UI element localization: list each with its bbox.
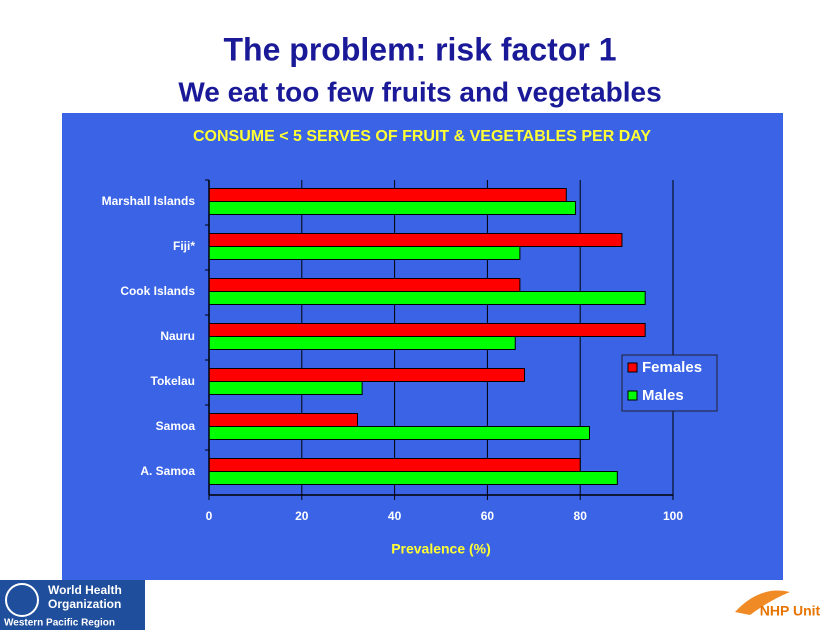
bar: [208, 368, 526, 382]
legend-swatch: [627, 362, 638, 373]
bar: [208, 278, 521, 292]
bar: [208, 471, 618, 485]
x-tick-label: 20: [295, 509, 309, 523]
x-tick-label: 60: [481, 509, 495, 523]
legend-label: Females: [642, 359, 702, 376]
bar: [208, 426, 590, 440]
nhp-icon: [735, 590, 790, 615]
bar: [208, 246, 521, 260]
bar: [208, 201, 577, 215]
x-tick-label: 40: [388, 509, 402, 523]
y-tick-label: Samoa: [156, 419, 196, 433]
logo-text: Organization: [48, 597, 121, 611]
logo-text: Western Pacific Region: [4, 618, 115, 629]
legend-swatch: [627, 390, 638, 401]
logo-text: World Health: [48, 583, 122, 597]
legend-box: [621, 354, 718, 412]
logo-emblem: [5, 583, 39, 617]
y-tick-label: Marshall Islands: [102, 194, 196, 208]
bar: [208, 233, 623, 247]
x-tick-label: 80: [574, 509, 588, 523]
bar: [208, 188, 567, 202]
y-tick-label: A. Samoa: [140, 464, 195, 478]
y-tick-label: Tokelau: [151, 374, 195, 388]
slide-subtitle: We eat too few fruits and vegetables: [178, 76, 661, 107]
y-tick-label: Nauru: [160, 329, 195, 343]
y-tick-label: Cook Islands: [120, 284, 195, 298]
plot: 0 20 40 60 80 100 Marshall Islands Fiji* Cook Is…: [102, 179, 718, 523]
bar: [208, 458, 581, 472]
bar: [208, 291, 646, 305]
x-tick-label: 0: [206, 509, 213, 523]
nhp-logo-text: NHP Unit: [760, 603, 821, 619]
bar: [208, 381, 363, 395]
bar: [208, 323, 646, 337]
chart-title: CONSUME < 5 SERVES OF FRUIT & VEGETABLES…: [193, 128, 651, 145]
who-logo: World Health Organization Western Pacifi…: [0, 580, 145, 630]
x-tick-label: 100: [663, 509, 683, 523]
slide-title: The problem: risk factor 1: [224, 31, 617, 67]
x-axis-label: Prevalence (%): [391, 541, 491, 557]
logo-bg: [0, 580, 145, 630]
legend-label: Males: [642, 387, 684, 404]
bar: [208, 413, 358, 427]
bar: [208, 336, 516, 350]
y-tick-label: Fiji*: [173, 239, 195, 253]
